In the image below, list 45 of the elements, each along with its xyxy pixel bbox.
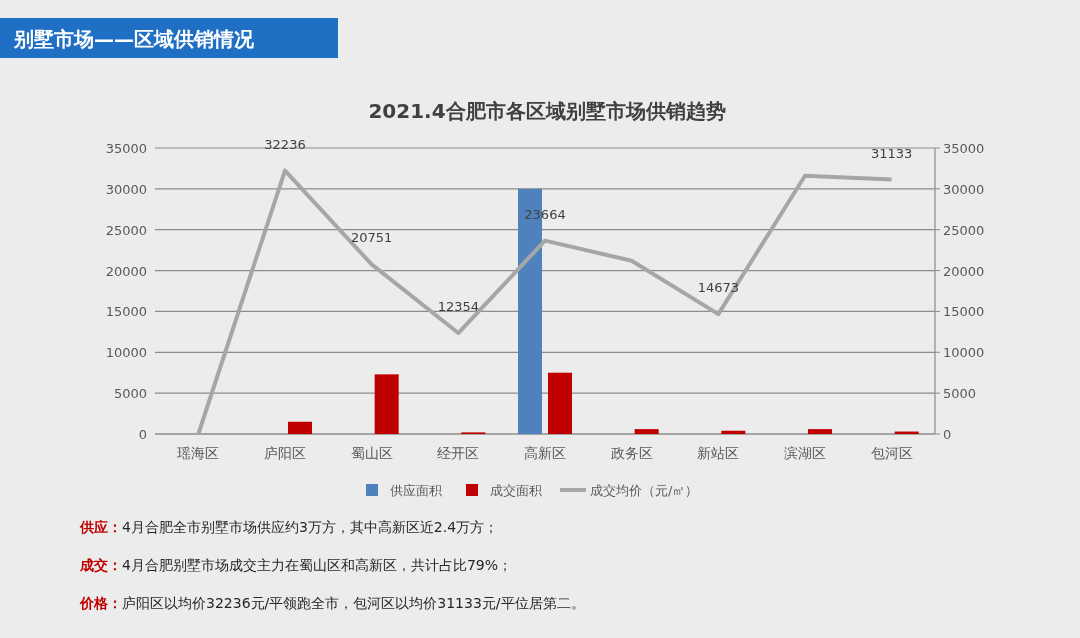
y-tick-label: 25000 (105, 222, 147, 238)
y-tick-label: 20000 (105, 263, 147, 279)
data-label: 32236 (264, 136, 306, 152)
y2-tick-label: 5000 (943, 386, 977, 402)
legend-label: 成交均价（元/㎡） (590, 483, 699, 498)
data-label: 12354 (437, 299, 480, 315)
chart-title: 2021.4合肥市各区域别墅市场供销趋势 (368, 99, 726, 123)
y-tick-label: 5000 (113, 386, 147, 402)
bar (548, 372, 572, 434)
y2-tick-label: 20000 (943, 263, 985, 279)
x-tick-label: 滨湖区 (784, 445, 826, 461)
text: 供应：4月合肥全市别墅市场供应约3万方，其中高新区近2.4万方； (79, 519, 499, 535)
x-tick-label: 高新区 (524, 445, 566, 461)
x-tick-label: 庐阳区 (264, 445, 306, 461)
bar (808, 429, 832, 434)
text: 成交：4月合肥别墅市场成交主力在蜀山区和高新区，共计占比79%； (79, 557, 513, 573)
data-label: 14673 (697, 280, 740, 296)
y2-tick-label: 25000 (943, 222, 985, 238)
chart-subtitle: 别墅市场——区域供销情况 (13, 27, 255, 51)
y2-tick-label: 15000 (943, 304, 985, 320)
y2-tick-label: 35000 (943, 141, 985, 156)
text: 价格：庐阳区以均价32236元/平领跑全市，包河区以均价31133元/平位居第二。 (79, 595, 585, 611)
x-tick-label: 经开区 (437, 445, 480, 461)
x-tick-label: 新站区 (697, 445, 740, 461)
y-tick-label: 30000 (105, 181, 147, 197)
bar (634, 429, 659, 434)
y2-tick-label: 0 (943, 427, 952, 442)
x-tick-label: 政务区 (610, 445, 653, 461)
y2-tick-label: 30000 (943, 181, 985, 197)
bar (721, 430, 746, 434)
x-tick-label: 蜀山区 (350, 445, 393, 461)
data-label: 20751 (350, 230, 393, 246)
bar (288, 421, 312, 434)
y-tick-label: 15000 (105, 304, 147, 320)
legend-label: 成交面积 (490, 483, 542, 498)
y-tick-label: 0 (138, 427, 147, 442)
x-tick-label: 包河区 (870, 445, 913, 461)
legend-label: 供应面积 (390, 483, 442, 498)
y2-tick-label: 10000 (943, 345, 985, 361)
y-tick-label: 10000 (105, 345, 147, 361)
bar (374, 374, 399, 434)
x-tick-label: 瑶海区 (177, 445, 220, 461)
y-tick-label: 35000 (105, 141, 147, 156)
line-series (196, 168, 894, 436)
data-label: 31133 (870, 145, 913, 161)
